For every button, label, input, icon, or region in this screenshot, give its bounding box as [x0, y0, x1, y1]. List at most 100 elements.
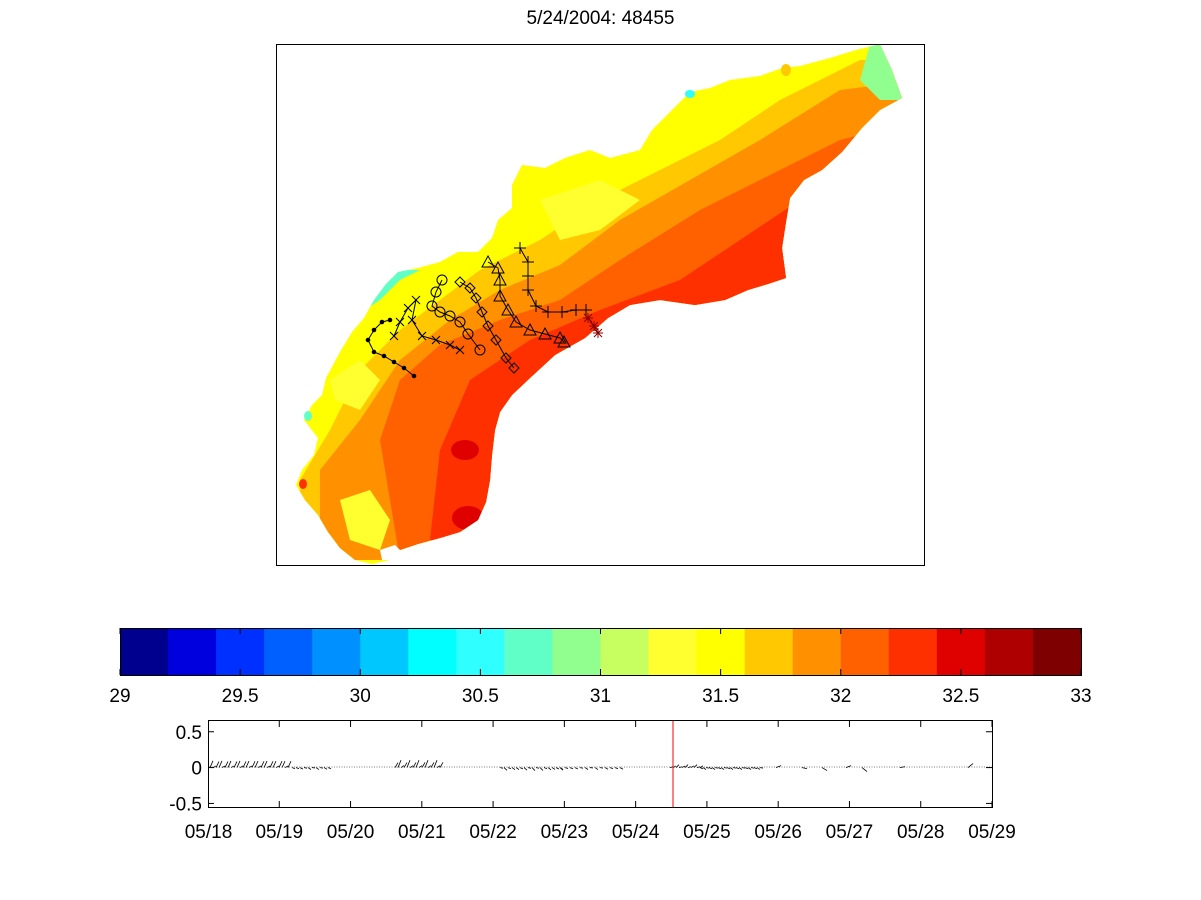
trajectory-marker — [371, 327, 377, 333]
velocity-stick — [221, 765, 226, 768]
trajectory-marker — [445, 340, 455, 350]
velocity-stick — [699, 765, 704, 768]
velocity-stick — [702, 767, 707, 770]
trajectory-marker — [411, 295, 421, 305]
colorbar-tick-label: 31 — [590, 686, 611, 707]
velocity-stick — [275, 765, 280, 768]
velocity-stick — [559, 767, 564, 770]
timeseries-y-ticks: 0.5 0 -0.5 — [169, 723, 992, 815]
colorbar-swatch — [648, 628, 698, 675]
velocity-stick — [515, 767, 520, 770]
velocity-stick — [291, 767, 296, 770]
velocity-stick — [430, 762, 435, 768]
trajectory-marker — [470, 292, 482, 304]
velocity-stick — [260, 761, 265, 768]
velocity-stick — [523, 767, 528, 771]
trajectory-marker — [522, 256, 534, 268]
timeseries-axes: 05/18 05/19 05/20 05/21 05/22 05/23 05/24 05/25… — [169, 720, 1016, 843]
colorbar-swatch — [264, 628, 313, 675]
velocity-stick — [511, 767, 516, 771]
velocity-stick — [614, 767, 619, 770]
velocity-stick — [218, 760, 223, 768]
y-tick-label: 0 — [191, 759, 202, 780]
velocity-stick — [599, 767, 604, 769]
trajectory-marker — [434, 306, 446, 318]
velocity-stick — [555, 767, 560, 770]
velocity-stick — [394, 762, 399, 768]
colorbar-swatch — [792, 628, 842, 675]
velocity-stick — [681, 765, 686, 768]
timeseries-x-ticks: 05/18 05/19 05/20 05/21 05/22 05/23 05/24 05/25… — [185, 721, 1016, 843]
velocity-stick — [409, 765, 414, 768]
x-tick-label: 05/24 — [612, 822, 660, 843]
velocity-stick — [594, 767, 599, 770]
velocity-stick — [230, 765, 235, 768]
velocity-stick — [738, 767, 743, 770]
velocity-stick — [424, 760, 429, 768]
velocity-stick — [251, 761, 256, 768]
velocity-stick — [236, 760, 241, 768]
salinity-field — [296, 44, 902, 564]
trajectory-marker — [401, 365, 407, 371]
x-tick-label: 05/25 — [683, 822, 731, 843]
trajectory-marker — [464, 282, 476, 294]
colorbar-swatch — [600, 628, 650, 675]
velocity-stick — [675, 764, 680, 768]
trajectory-marker — [522, 284, 534, 296]
velocity-stick — [427, 765, 432, 768]
trajectory-marker — [514, 242, 526, 254]
velocity-stick — [711, 767, 716, 770]
velocity-stick — [723, 767, 728, 769]
velocity-stick — [412, 762, 417, 768]
trajectory-marker — [455, 345, 465, 355]
velocity-stick — [323, 767, 328, 770]
colorbar-tick-label: 32.5 — [942, 686, 979, 707]
velocity-stick — [245, 760, 250, 768]
trajectory-marker — [493, 272, 507, 286]
x-tick-label: 05/26 — [754, 822, 802, 843]
velocity-stick — [619, 767, 624, 770]
colorbar-swatch — [1032, 628, 1082, 675]
x-tick-label: 05/21 — [398, 822, 446, 843]
velocity-stick — [307, 767, 312, 770]
trajectory-marker — [523, 322, 537, 336]
colorbar-swatch — [552, 628, 601, 675]
velocity-stick — [569, 767, 574, 770]
velocity-stick — [319, 767, 324, 769]
colorbar-swatch — [840, 628, 890, 675]
trajectory-marker — [444, 310, 456, 322]
velocity-stick — [574, 767, 579, 770]
colorbar-swatch — [504, 628, 553, 675]
velocity-stick — [756, 767, 761, 770]
velocity-stick — [209, 760, 214, 768]
colorbar-swatch — [696, 628, 746, 675]
velocity-stick — [729, 767, 734, 770]
trajectory-marker — [403, 303, 413, 313]
trajectory-marker — [557, 334, 571, 348]
velocity-stick — [242, 761, 247, 768]
colorbar-tick-label: 30 — [350, 686, 371, 707]
velocity-stick — [696, 766, 701, 768]
velocity-stick — [753, 767, 758, 770]
colorbar-swatch — [408, 628, 457, 675]
velocity-stick — [551, 767, 556, 770]
trajectory-marker — [491, 260, 505, 274]
velocity-stick — [284, 765, 289, 768]
velocity-stick — [899, 766, 906, 768]
colorbar-tick-label: 29.5 — [222, 686, 259, 707]
colorbar-swatch — [168, 628, 217, 675]
trajectory-marker — [411, 373, 417, 379]
trajectory-marker — [417, 331, 427, 341]
velocity-stick — [233, 761, 238, 768]
trajectory-marker — [379, 319, 385, 325]
trajectory-marker — [522, 270, 534, 282]
trajectory-marker — [589, 321, 599, 331]
velocity-stick — [287, 760, 292, 768]
velocity-stick — [263, 760, 268, 768]
x-tick-label: 05/28 — [897, 822, 945, 843]
velocity-stick — [266, 765, 271, 768]
velocity-stick — [227, 760, 232, 768]
trajectory-marker — [500, 352, 512, 364]
